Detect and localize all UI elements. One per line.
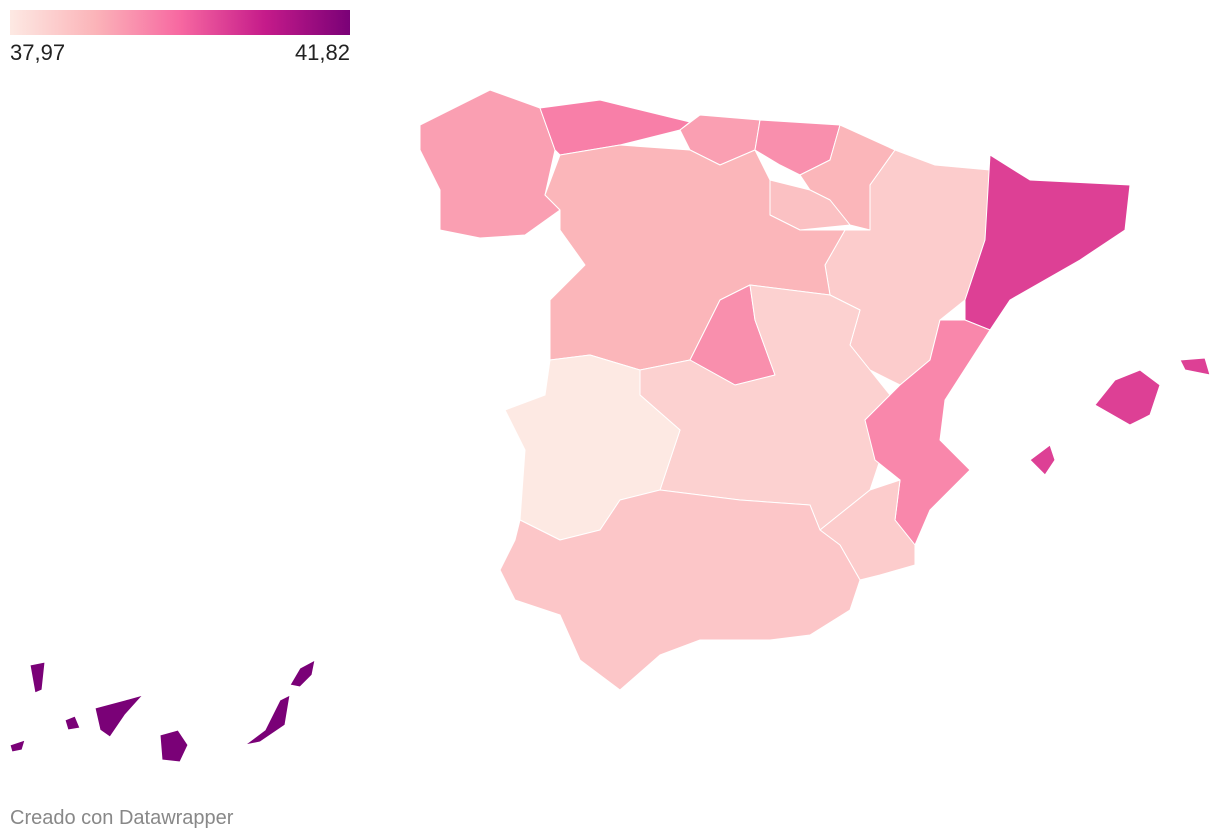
- footer-credit: Creado con Datawrapper: [10, 807, 234, 829]
- region: [9, 659, 316, 763]
- region: [419, 89, 561, 239]
- region: [964, 154, 1131, 331]
- legend-gradient: [10, 10, 350, 35]
- legend-min-label: 37,97: [10, 40, 65, 65]
- region: [499, 489, 861, 691]
- region: [539, 99, 691, 156]
- region: [1029, 357, 1211, 476]
- legend-max-label: 41,82: [295, 40, 350, 65]
